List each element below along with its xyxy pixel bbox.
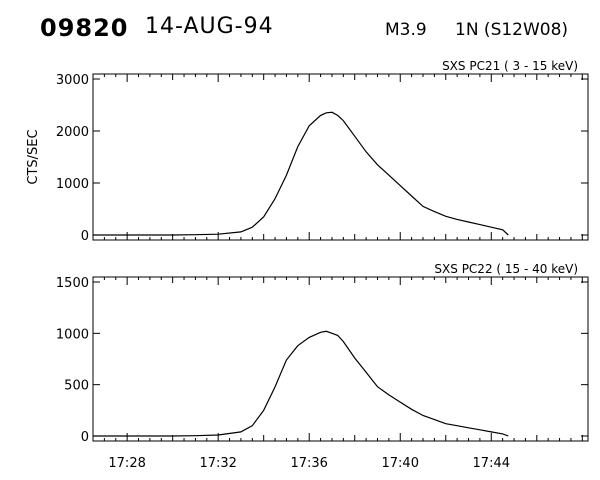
panel-label: SXS PC22 ( 15 - 40 keV): [434, 262, 578, 276]
x-tick-label: 17:36: [290, 456, 327, 471]
y-tick-label: 1500: [56, 276, 89, 291]
x-tick-label: 17:40: [382, 456, 419, 471]
series-line: [93, 111, 509, 236]
flare-location: 1N (S12W08): [455, 20, 569, 40]
flare-class: M3.9: [385, 20, 427, 40]
x-tick-label: 17:44: [473, 456, 510, 471]
plot-frame: [92, 276, 589, 442]
y-tick-label: 3000: [56, 73, 89, 88]
plot-frame: [92, 73, 589, 241]
y-tick-label: 0: [81, 229, 89, 244]
y-tick-label: 1000: [56, 177, 89, 192]
y-tick-label: 500: [64, 379, 89, 394]
y-tick-label: 0: [81, 430, 89, 445]
x-tick-label: 17:32: [199, 456, 236, 471]
event-date: 14-AUG-94: [145, 14, 274, 39]
y-tick-label: 1000: [56, 327, 89, 342]
panel-label: SXS PC21 ( 3 - 15 keV): [442, 59, 578, 73]
y-tick-label: 2000: [56, 125, 89, 140]
series-line: [93, 330, 509, 437]
y-axis-label: CTS/SEC: [26, 129, 41, 184]
x-tick-label: 17:28: [108, 456, 145, 471]
event-id: 09820: [40, 14, 129, 42]
